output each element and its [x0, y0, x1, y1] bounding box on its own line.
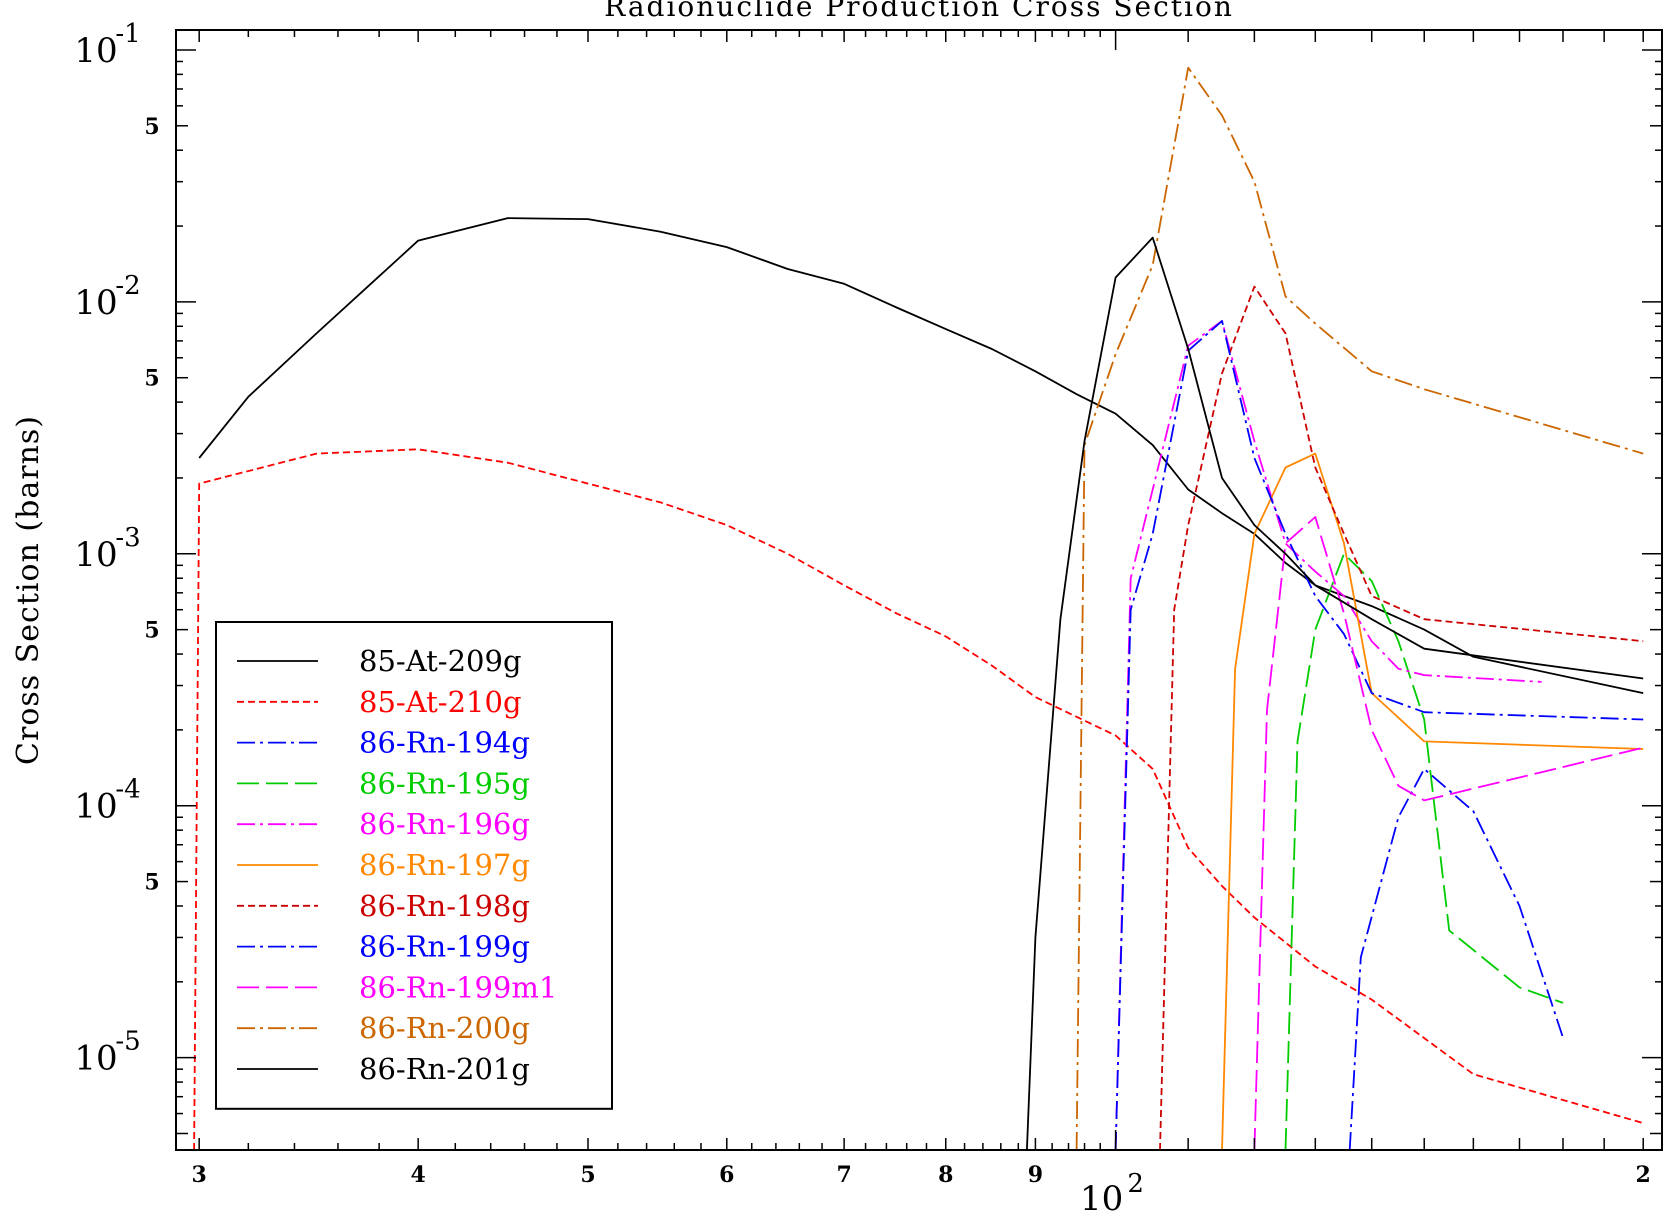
y-decade-exponent: -5 [115, 1027, 140, 1057]
x-decade-exponent: 2 [1127, 1169, 1144, 1199]
legend-entry-label: 86-Rn-200g [359, 1011, 530, 1045]
legend-entry-label: 86-Rn-199m1 [359, 970, 557, 1004]
y-decade-label: 10 [74, 787, 117, 827]
legend-entry-label: 86-Rn-194g [359, 726, 530, 760]
chart-title: Radionuclide Production Cross Section [604, 0, 1234, 23]
x-tick-label: 2 [1636, 1162, 1651, 1188]
x-tick-label: 3 [192, 1162, 207, 1188]
y-decade-label: 10 [74, 1039, 117, 1079]
y-decade-label: 10 [74, 31, 117, 71]
legend-entry-label: 86-Rn-201g [359, 1052, 530, 1086]
series-line-86-rn-196g [1114, 320, 1542, 1150]
x-tick-label: 9 [1028, 1162, 1043, 1188]
legend-entry-label: 86-Rn-196g [359, 807, 530, 841]
series-line-86-rn-201g [1026, 236, 1644, 1150]
x-decade-label: 10 [1080, 1179, 1123, 1217]
y-decade-label: 10 [74, 283, 117, 323]
x-tick-label: 8 [938, 1162, 953, 1188]
y-tick-label: 5 [144, 618, 159, 644]
x-tick-label: 6 [719, 1162, 734, 1188]
legend-entry-label: 86-Rn-199g [359, 930, 530, 964]
plot-frame [175, 29, 1663, 1151]
plot-area [193, 66, 1644, 1150]
x-tick-label: 5 [580, 1162, 595, 1188]
series-line-86-rn-197g [1221, 452, 1644, 1150]
y-decade-exponent: -2 [115, 271, 140, 301]
series-line-86-rn-198g [1159, 285, 1644, 1150]
y-decade-exponent: -4 [115, 775, 140, 805]
x-tick-label: 7 [836, 1162, 851, 1188]
legend-entry-label: 86-Rn-195g [359, 766, 530, 800]
y-decade-exponent: -3 [115, 523, 140, 553]
y-tick-label: 5 [144, 114, 159, 140]
series-line-86-rn-199m1 [1253, 516, 1644, 1150]
legend-entry-label: 86-Rn-197g [359, 848, 530, 882]
series-line-86-rn-195g [1284, 552, 1564, 1150]
series-line-85-at-210g [193, 448, 1644, 1150]
legend-entry-label: 85-At-209g [359, 644, 522, 678]
series-line-86-rn-200g [1075, 66, 1644, 1150]
legend: 85-At-209g 85-At-210g 86-Rn-194g 86-Rn-195g… [215, 621, 613, 1110]
series-line-86-rn-199g [1114, 320, 1644, 1150]
series-line-85-at-209g [198, 217, 1644, 694]
legend-entry-label: 86-Rn-198g [359, 889, 530, 923]
x-tick-label: 4 [411, 1162, 426, 1188]
series-line-86-rn-194g [1348, 768, 1564, 1150]
y-decade-exponent: -1 [115, 19, 140, 49]
legend-entry-label: 85-At-210g [359, 685, 522, 719]
y-tick-label: 5 [144, 366, 159, 392]
y-axis-title: Cross Section (barns) [11, 415, 46, 765]
y-tick-label: 5 [144, 870, 159, 896]
y-decade-label: 10 [74, 535, 117, 575]
